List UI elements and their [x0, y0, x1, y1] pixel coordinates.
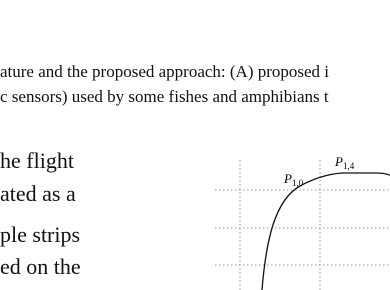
caption-line: ature and the proposed approach: (A) pro… [0, 62, 330, 81]
label-sub: 1,0 [292, 178, 304, 188]
caption-line: c sensors) used by some fishes and amphi… [0, 87, 329, 106]
body-line: he flight [0, 148, 74, 173]
body-line: ed on the [0, 254, 81, 279]
body-line: ple strips [0, 222, 81, 247]
grid [215, 160, 390, 290]
label-main: P [283, 171, 292, 186]
body-line: ated as a [0, 181, 76, 206]
label-sub: 1,4 [343, 161, 355, 171]
point-label: P1,0 [283, 171, 304, 188]
curve [261, 172, 390, 290]
label-main: P [334, 154, 343, 169]
point-label: P1,4 [334, 154, 355, 171]
